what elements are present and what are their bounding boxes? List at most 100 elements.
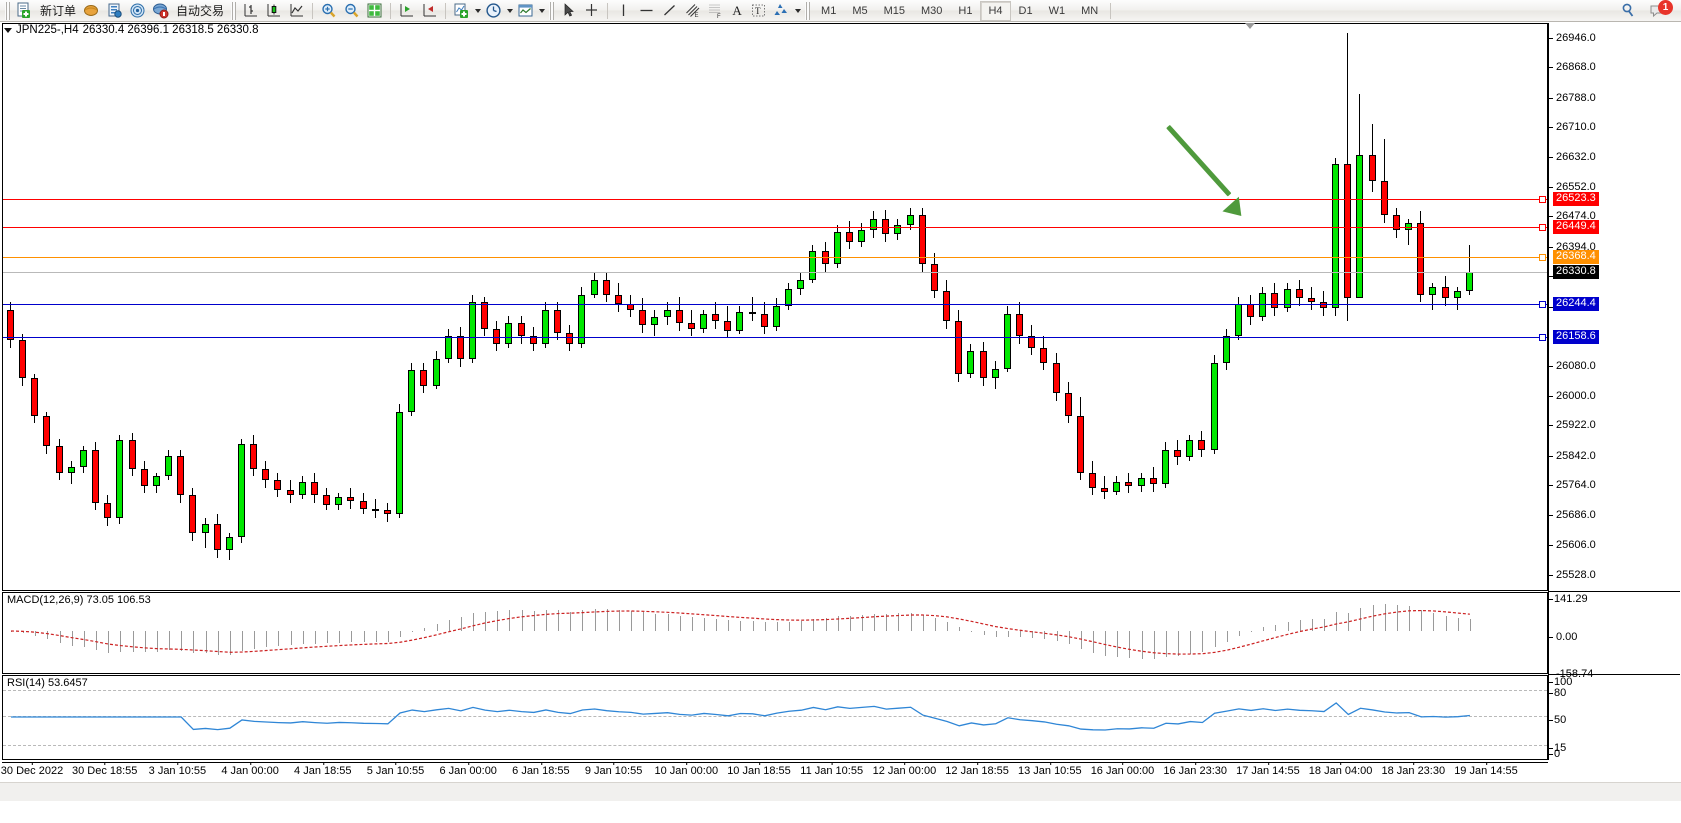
level-line-pivot[interactable]: [3, 257, 1547, 259]
candlestick: [481, 24, 489, 590]
level-line-handle[interactable]: [1539, 254, 1546, 262]
macd-histogram-bar: [594, 609, 596, 631]
time-scale[interactable]: 30 Dec 2022 30 Dec 18:55 3 Jan 10:55 4 Jan …: [1, 762, 1548, 782]
candle-body-bullish: [541, 309, 549, 344]
price-tick: 26788.0: [1549, 92, 1596, 104]
macd-pane[interactable]: MACD(12,26,9) 73.05 106.53: [2, 592, 1548, 674]
candlestick: [1028, 24, 1036, 590]
candle-body-bearish: [1344, 164, 1352, 299]
candle-body-bullish: [79, 449, 87, 467]
candlestick: [323, 24, 331, 590]
macd-histogram-bar: [910, 612, 912, 631]
period-clock-icon[interactable]: [482, 1, 505, 21]
price-badge-support[interactable]: 26244.4: [1553, 297, 1599, 312]
candlestick: [505, 24, 513, 590]
market-watch-icon[interactable]: [126, 1, 149, 21]
level-line-resistance[interactable]: [3, 226, 1547, 228]
tab-timeframe-M15[interactable]: M15: [883, 4, 905, 17]
price-badge-support[interactable]: 26158.6: [1553, 329, 1599, 344]
level-line-handle[interactable]: [1539, 301, 1546, 309]
price-pane[interactable]: [2, 23, 1548, 591]
template-dropdown-icon[interactable]: [537, 1, 546, 21]
auto-trading-icon[interactable]: [149, 1, 172, 21]
bar-chart-icon[interactable]: [239, 1, 262, 21]
add-indicator-dropdown-icon[interactable]: [473, 1, 482, 21]
candle-body-bearish: [1076, 415, 1084, 473]
candle-body-bullish: [1465, 271, 1473, 291]
search-icon[interactable]: [1617, 1, 1640, 21]
candle-body-bearish: [943, 290, 951, 322]
new-order-icon[interactable]: [13, 1, 36, 21]
zoom-in-icon[interactable]: [317, 1, 340, 21]
macd-histogram-bar: [1093, 631, 1095, 653]
toolbar-separator-3: [445, 2, 447, 19]
toolbar-grip-4[interactable]: [805, 1, 811, 20]
rsi-pane[interactable]: RSI(14) 53.6457: [2, 675, 1548, 760]
candlestick: [55, 24, 64, 590]
equidistant-channel-icon[interactable]: E: [681, 1, 704, 21]
price-badge-resistance[interactable]: 26523.3: [1553, 191, 1599, 206]
chart-canvas-area[interactable]: JPN225-,H4 26330.4 26396.1 26318.5 26330…: [0, 22, 1681, 823]
price-badge-last-price[interactable]: 26330.8: [1553, 264, 1599, 279]
toolbar-grip[interactable]: [5, 1, 10, 20]
candle-body-bullish: [1453, 290, 1461, 299]
indicator-list-icon[interactable]: [80, 1, 103, 21]
tab-timeframe-D1[interactable]: D1: [1018, 4, 1033, 17]
candlestick-chart-icon[interactable]: [262, 1, 285, 21]
tile-windows-icon[interactable]: [363, 1, 386, 21]
add-indicator-icon[interactable]: [450, 1, 473, 21]
auto-trading-label[interactable]: 自动交易: [176, 3, 225, 18]
toolbar-grip-2[interactable]: [231, 1, 237, 20]
shapes-arrows-icon[interactable]: [770, 1, 793, 21]
tab-timeframe-H1[interactable]: H1: [958, 4, 973, 17]
chevron-down-icon[interactable]: [4, 27, 12, 33]
tab-timeframe-M5[interactable]: M5: [852, 4, 868, 17]
chart-collapse-icon[interactable]: [1245, 23, 1255, 29]
trendline-icon[interactable]: [658, 1, 681, 21]
tab-timeframe-H4[interactable]: H4: [980, 0, 1011, 21]
horizontal-line-icon[interactable]: [635, 1, 658, 21]
level-line-resistance[interactable]: [3, 198, 1547, 200]
level-line-last-price[interactable]: [3, 271, 1547, 273]
text-label-icon[interactable]: A: [732, 2, 742, 18]
price-badge-resistance[interactable]: 26449.4: [1553, 219, 1599, 234]
tab-timeframe-W1[interactable]: W1: [1048, 4, 1066, 17]
toolbar-separator-4: [607, 2, 609, 19]
time-tick: 12 Jan 00:00: [872, 762, 937, 777]
vertical-line-icon[interactable]: [612, 1, 635, 21]
candlestick: [979, 24, 988, 590]
tab-timeframe-MN[interactable]: MN: [1081, 4, 1099, 17]
zoom-out-icon[interactable]: [340, 1, 363, 21]
auto-scroll-icon[interactable]: [418, 1, 441, 21]
price-scale[interactable]: 26946.0 26868.0 26788.0 26710.0 26632.0 26552…: [1548, 23, 1680, 760]
period-dropdown-icon[interactable]: [505, 1, 514, 21]
macd-histogram-bar: [509, 610, 511, 631]
cursor-icon[interactable]: [557, 1, 580, 21]
level-line-handle[interactable]: [1539, 333, 1546, 341]
tab-timeframe-M1[interactable]: M1: [821, 4, 837, 17]
shapes-dropdown-icon[interactable]: [793, 1, 802, 21]
macd-histogram-bar: [1409, 605, 1411, 631]
candle-body-bearish: [7, 309, 14, 341]
candle-body-bearish: [262, 468, 270, 481]
level-line-support[interactable]: [3, 336, 1547, 338]
template-icon[interactable]: [514, 1, 537, 21]
level-line-support[interactable]: [3, 304, 1547, 306]
tab-timeframe-M30[interactable]: M30: [921, 4, 943, 17]
candle-body-bearish: [1174, 449, 1182, 458]
new-order-label[interactable]: 新订单: [40, 3, 77, 18]
level-line-handle[interactable]: [1539, 223, 1546, 231]
terminal-icon[interactable]: [103, 1, 126, 21]
text-box-icon[interactable]: T: [747, 1, 770, 21]
toolbar-grip-3[interactable]: [549, 1, 555, 20]
level-line-handle[interactable]: [1539, 195, 1546, 203]
fibonacci-icon[interactable]: F: [704, 1, 727, 21]
candle-body-bearish: [1307, 298, 1315, 303]
crosshair-icon[interactable]: [580, 1, 603, 21]
notifications-icon[interactable]: 1: [1646, 0, 1673, 21]
candlestick: [1174, 24, 1182, 590]
candlestick: [1320, 24, 1328, 590]
shift-chart-icon[interactable]: [395, 1, 418, 21]
line-chart-icon[interactable]: [285, 1, 308, 21]
price-badge-pivot[interactable]: 26368.4: [1553, 250, 1599, 265]
